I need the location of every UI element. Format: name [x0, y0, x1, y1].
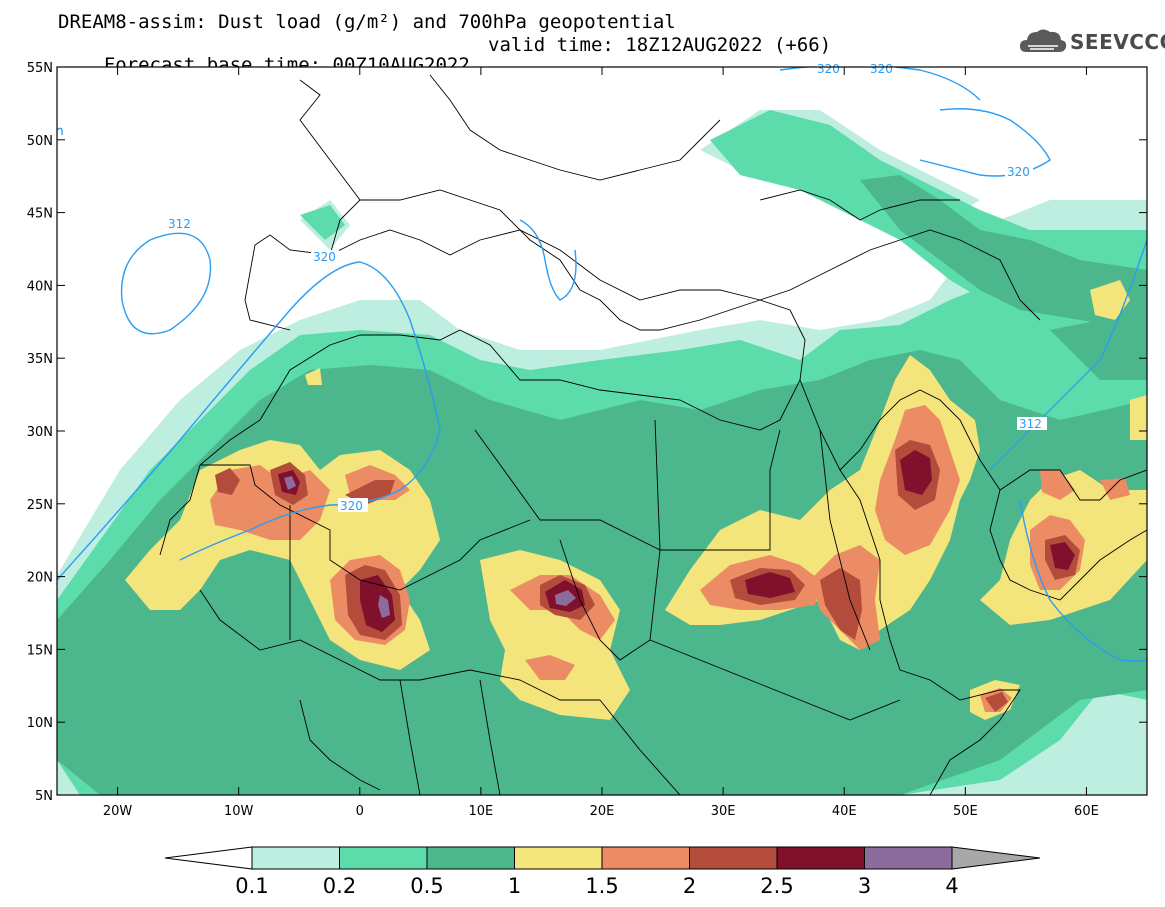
colorbar-swatch — [251, 846, 340, 870]
lat-tick-label: 50N — [27, 134, 53, 149]
contour-label-320-sahara: 320 — [340, 499, 363, 513]
colorbar-label: 4 — [945, 874, 958, 898]
dust-load-colorbar: 0.1 0.2 0.5 1 1.5 2 2.5 3 4 — [164, 846, 1041, 898]
lat-tick-label: 40N — [27, 279, 53, 294]
geopotential-contours — [57, 67, 1147, 662]
colorbar-low-arrow — [164, 846, 253, 870]
lat-tick-label: 25N — [27, 498, 53, 513]
lat-tick-label: 20N — [27, 571, 53, 586]
contour-label-320-north: 320 — [870, 62, 893, 76]
colorbar-high-arrow — [951, 846, 1041, 870]
lat-tick-label: 10N — [27, 716, 53, 731]
lon-tick-label: 60E — [1074, 804, 1099, 819]
seevccc-logo: SEEVCCC — [1018, 24, 1165, 58]
lon-tick-label: 10W — [224, 804, 254, 819]
colorbar-label: 2 — [683, 874, 696, 898]
colorbar-label: 1 — [508, 874, 521, 898]
colorbar-label: 0.5 — [410, 874, 443, 898]
lon-tick-label: 20W — [103, 804, 133, 819]
logo-text: SEEVCCC — [1070, 30, 1165, 54]
contour-label-312-iran: 312 — [1019, 417, 1042, 431]
colorbar-swatch — [689, 846, 778, 870]
latitude-axis: 55N 50N 45N 40N 35N 30N 25N 20N 15N 10N 5N — [27, 61, 1147, 804]
cloud-logo-icon — [1020, 29, 1067, 52]
colorbar-swatch — [776, 846, 865, 870]
lat-tick-label: 30N — [27, 425, 53, 440]
dust-fields — [57, 110, 1147, 795]
lon-tick-label: 50E — [953, 804, 978, 819]
colorbar-label: 0.2 — [323, 874, 356, 898]
lat-tick-label: 35N — [27, 352, 53, 367]
contour-label-320-north-b: 320 — [817, 62, 840, 76]
lon-tick-label: 10E — [469, 804, 494, 819]
contour-label-320-russia: 320 — [1007, 165, 1030, 179]
lon-tick-label: 30E — [711, 804, 736, 819]
lon-tick-label: 0 — [356, 804, 364, 819]
map-title: DREAM8-assim: Dust load (g/m²) and 700hP… — [58, 11, 676, 33]
valid-time: valid time: 18Z12AUG2022 (+66) — [488, 34, 832, 56]
dust-level-3 — [284, 476, 576, 618]
lat-tick-label: 15N — [27, 643, 53, 658]
contour-labels: 312 320 320 320 320 312 320 — [166, 62, 1047, 513]
coastlines-borders — [159, 74, 1147, 795]
colorbar-label: 3 — [858, 874, 871, 898]
colorbar-swatch — [339, 846, 428, 870]
colorbar-swatch — [864, 846, 953, 870]
colorbar-label: 2.5 — [760, 874, 793, 898]
colorbar-label: 0.1 — [235, 874, 268, 898]
lat-tick-label: 55N — [27, 61, 53, 76]
colorbar-swatch — [514, 846, 603, 870]
colorbar-swatch — [426, 846, 515, 870]
lon-tick-label: 40E — [832, 804, 857, 819]
lon-tick-label: 20E — [590, 804, 615, 819]
contour-label-312-west: 312 — [168, 217, 191, 231]
contour-label-320-spain: 320 — [313, 250, 336, 264]
colorbar-swatch — [601, 846, 690, 870]
longitude-axis: 20W 10W 0 10E 20E 30E 40E 50E 60E — [103, 67, 1099, 819]
colorbar-label: 1.5 — [585, 874, 618, 898]
lat-tick-label: 5N — [35, 789, 53, 804]
lat-tick-label: 45N — [27, 207, 53, 222]
